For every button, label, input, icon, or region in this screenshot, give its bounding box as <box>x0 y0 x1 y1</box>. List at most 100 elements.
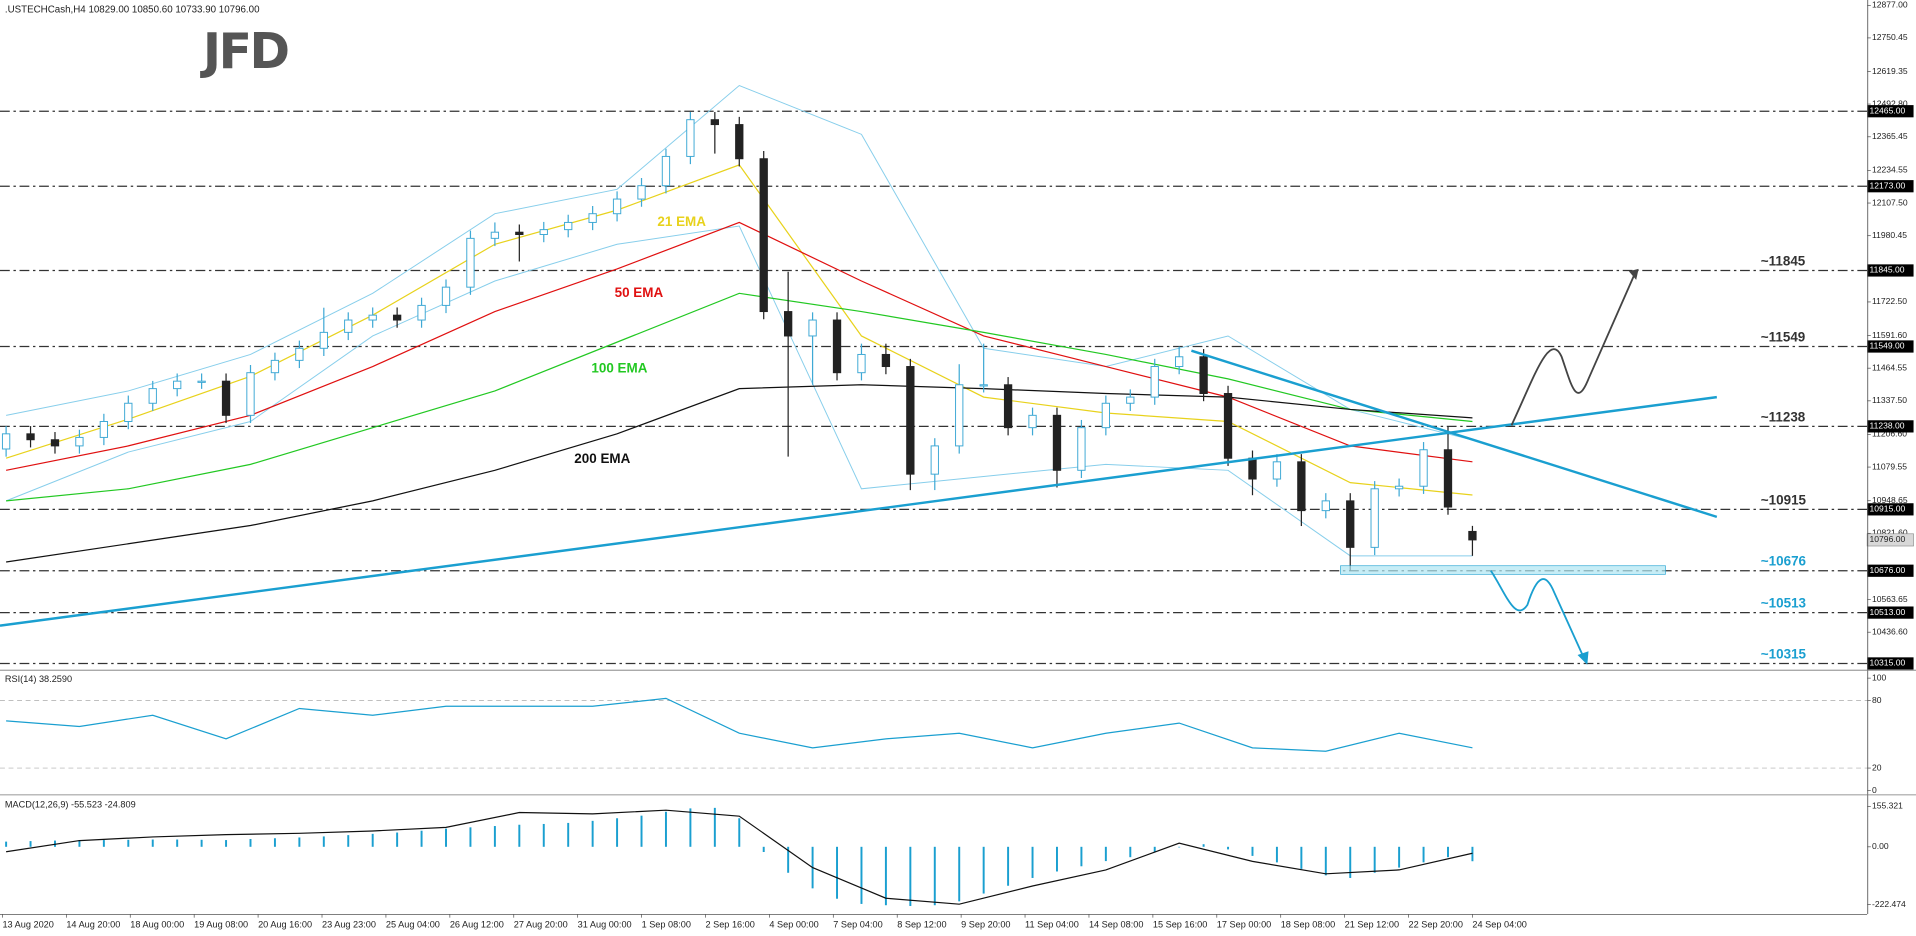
macd-bar <box>396 832 399 847</box>
candle-body <box>1223 393 1233 459</box>
candle-body <box>539 229 548 235</box>
macd-bar <box>836 846 839 899</box>
y-tick-label: 10436.60 <box>1872 626 1908 636</box>
candle-body <box>564 221 573 231</box>
last-price-box <box>1866 533 1914 547</box>
macd-bar <box>664 811 667 847</box>
ema-label: 200 EMA <box>574 451 630 466</box>
level-label: 12173.00 <box>1870 180 1906 190</box>
y-tick-label: 12107.50 <box>1872 197 1908 207</box>
y-tick-label: 11591.60 <box>1872 330 1907 340</box>
candle-body <box>1 433 11 450</box>
macd-bar <box>347 835 350 847</box>
macd-bar <box>640 815 643 847</box>
level-label-box <box>1867 105 1914 118</box>
last-price-label: 10796.00 <box>1870 534 1906 544</box>
candle-body <box>197 380 206 383</box>
macd-bar <box>1447 846 1449 858</box>
macd-bar <box>1398 846 1401 868</box>
candle-body <box>1419 449 1428 487</box>
macd-bar <box>884 846 887 906</box>
candle-body <box>392 314 402 321</box>
macd-bar <box>102 840 105 847</box>
macd-bar <box>1300 846 1303 869</box>
y-tick-label: 11722.50 <box>1872 296 1907 306</box>
level-note: ~10315 <box>1761 646 1807 661</box>
arrow-head <box>1628 268 1639 280</box>
candle-body <box>368 314 377 321</box>
x-tick-label: 8 Sep 12:00 <box>897 919 946 929</box>
macd-bar <box>1031 846 1034 878</box>
candle-body <box>832 319 842 374</box>
y-tick-label: 12619.35 <box>1872 66 1908 76</box>
level-label-box <box>1867 564 1914 577</box>
macd-bar <box>1251 846 1254 856</box>
level-label-box <box>1867 340 1914 353</box>
macd-bar <box>371 833 374 847</box>
x-tick-label: 21 Sep 12:00 <box>1345 919 1399 929</box>
candle-body <box>1370 488 1379 548</box>
candle-body <box>26 433 35 441</box>
macd-bar <box>1227 846 1230 850</box>
macd-bar <box>542 823 545 847</box>
macd-bar <box>738 818 741 847</box>
macd-bar <box>1178 846 1181 848</box>
ema-label: 21 EMA <box>657 214 706 229</box>
candle-body <box>881 353 891 368</box>
macd-bar <box>1275 846 1278 863</box>
candle-body <box>783 311 793 337</box>
macd-bar <box>1007 846 1010 886</box>
macd-bar <box>298 837 301 847</box>
macd-bar <box>1324 846 1327 876</box>
candle-body <box>1394 485 1404 490</box>
candle-body <box>930 445 939 475</box>
ema-label: 50 EMA <box>615 285 664 300</box>
x-tick-label: 2 Sep 16:00 <box>705 919 754 929</box>
candle-body <box>979 384 988 387</box>
macd-bar <box>322 836 325 847</box>
candle-body <box>75 436 84 447</box>
level-label-box <box>1867 606 1914 619</box>
candle-body <box>759 158 768 313</box>
candle-body <box>319 331 328 349</box>
y-tick-label: 11079.55 <box>1872 461 1907 471</box>
x-tick-label: 9 Sep 20:00 <box>961 919 1010 929</box>
candle-body <box>1052 414 1062 471</box>
candle-body <box>173 380 182 390</box>
level-note: ~10676 <box>1761 554 1806 569</box>
x-tick-label: 11 Sep 04:00 <box>1025 919 1079 929</box>
y-tick-label: 12492.80 <box>1872 98 1908 108</box>
rsi-title: RSI(14) 38.2590 <box>5 674 72 684</box>
logo: JFD <box>200 23 288 80</box>
y-tick-label: 12877.00 <box>1872 0 1908 10</box>
macd-bar <box>445 828 447 847</box>
y-tick-label: 12234.55 <box>1872 165 1908 175</box>
candle-body <box>246 372 255 416</box>
macd-bar <box>1422 846 1425 863</box>
falling-trendline <box>1191 349 1718 519</box>
y-tick-label: 0 <box>1872 785 1877 795</box>
y-tick-label: 155.321 <box>1872 801 1903 811</box>
level-note: ~10915 <box>1761 492 1807 507</box>
candle-body <box>1028 414 1037 429</box>
macd-bar <box>762 846 765 853</box>
bullish-scenario-arrow <box>1510 275 1635 426</box>
level-note: ~11549 <box>1761 329 1805 344</box>
candle-body <box>99 421 109 438</box>
macd-bar <box>689 808 692 847</box>
candle-body <box>1175 356 1184 368</box>
candle-body <box>148 388 157 404</box>
candle-body <box>466 237 475 288</box>
y-tick-label: 11464.55 <box>1872 362 1907 372</box>
level-label: 11549.00 <box>1870 341 1905 351</box>
level-label: 10676.00 <box>1870 565 1906 575</box>
candle-body <box>270 359 280 374</box>
level-label-box <box>1867 657 1914 670</box>
macd-bar <box>1055 846 1058 872</box>
candle-body <box>417 304 426 321</box>
y-tick-label: 100 <box>1872 672 1887 682</box>
candle-body <box>1443 449 1453 508</box>
macd-bar <box>273 838 276 847</box>
